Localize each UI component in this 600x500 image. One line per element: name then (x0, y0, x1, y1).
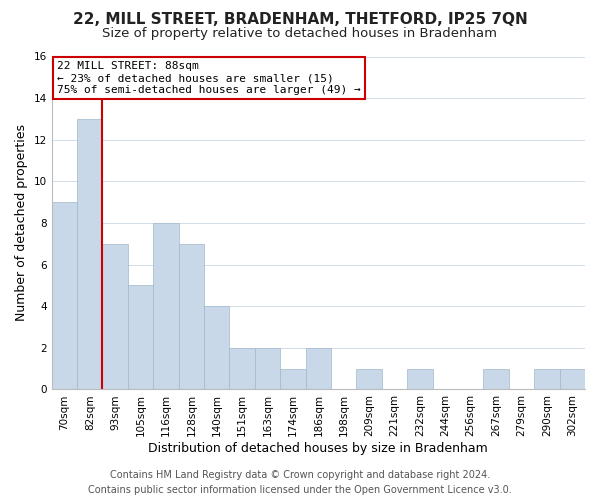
Bar (255, 348, 280, 390)
Bar (484, 368, 509, 390)
Bar (128, 286, 153, 390)
Bar (77, 119, 103, 390)
Bar (153, 223, 179, 390)
Text: Contains HM Land Registry data © Crown copyright and database right 2024.
Contai: Contains HM Land Registry data © Crown c… (88, 470, 512, 495)
Bar (204, 306, 229, 390)
Text: 22 MILL STREET: 88sqm
← 23% of detached houses are smaller (15)
75% of semi-deta: 22 MILL STREET: 88sqm ← 23% of detached … (57, 62, 361, 94)
Bar (52, 202, 77, 390)
Bar (179, 244, 204, 390)
Bar (560, 368, 585, 390)
Y-axis label: Number of detached properties: Number of detached properties (15, 124, 28, 322)
Bar (229, 348, 255, 390)
Bar (280, 368, 305, 390)
Bar (534, 368, 560, 390)
X-axis label: Distribution of detached houses by size in Bradenham: Distribution of detached houses by size … (148, 442, 488, 455)
Text: 22, MILL STREET, BRADENHAM, THETFORD, IP25 7QN: 22, MILL STREET, BRADENHAM, THETFORD, IP… (73, 12, 527, 28)
Bar (407, 368, 433, 390)
Text: Size of property relative to detached houses in Bradenham: Size of property relative to detached ho… (103, 28, 497, 40)
Bar (103, 244, 128, 390)
Bar (356, 368, 382, 390)
Bar (305, 348, 331, 390)
